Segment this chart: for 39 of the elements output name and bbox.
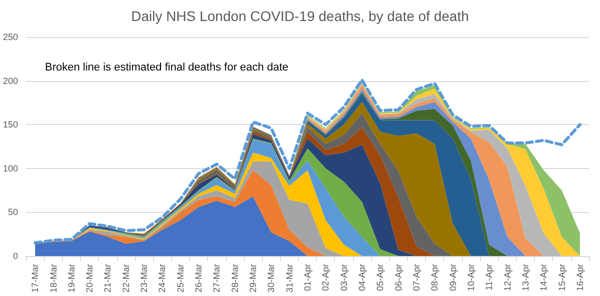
x-tick-label: 14-Apr (538, 264, 549, 292)
x-tick-label: 24-Mar (157, 264, 168, 293)
x-tick-label: 27-Mar (212, 264, 222, 293)
x-tick-label: 07-Apr (411, 264, 422, 292)
x-tick-label: 31-Mar (284, 264, 294, 293)
x-tick-label: 09-Apr (448, 264, 458, 292)
x-tick-label: 15-Apr (556, 264, 567, 292)
y-tick-label: 100 (2, 163, 18, 174)
y-tick-label: 150 (2, 120, 18, 130)
x-tick-label: 13-Apr (520, 264, 530, 292)
x-tick-label: 25-Mar (175, 264, 186, 293)
x-tick-label: 28-Mar (230, 264, 240, 293)
y-tick-label: 0 (13, 251, 18, 261)
x-tick-label: 18-Mar (48, 264, 58, 293)
x-tick-label: 01-Apr (302, 264, 313, 292)
x-tick-label: 16-Apr (574, 264, 585, 292)
x-tick-label: 06-Apr (393, 264, 404, 292)
x-tick-label: 29-Mar (248, 264, 258, 293)
y-tick-label: 50 (8, 207, 18, 218)
annotation: Broken line is estimated final deaths for each date (45, 62, 288, 74)
x-tick-label: 26-Mar (194, 264, 204, 293)
x-tick-label: 19-Mar (66, 264, 76, 293)
x-tick-label: 17-Mar (30, 264, 40, 293)
x-tick-label: 21-Mar (102, 264, 113, 293)
x-tick-label: 04-Apr (356, 264, 367, 292)
x-tick-label: 23-Mar (139, 264, 150, 293)
x-tick-label: 02-Apr (320, 264, 331, 292)
x-tick-label: 30-Mar (266, 264, 276, 293)
x-tick-label: 22-Mar (120, 264, 131, 293)
y-tick-label: 200 (2, 76, 18, 86)
x-tick-label: 08-Apr (430, 264, 440, 292)
x-tick-label: 12-Apr (502, 264, 512, 292)
chart-title: Daily NHS London COVID-19 deaths, by date of death (131, 8, 469, 24)
x-tick-label: 11-Apr (484, 264, 494, 290)
x-tick-label: 05-Apr (375, 264, 386, 292)
x-tick-label: 10-Apr (466, 264, 476, 292)
y-tick-label: 250 (2, 32, 18, 42)
x-tick-label: 03-Apr (338, 264, 349, 292)
x-tick-label: 20-Mar (84, 264, 95, 293)
